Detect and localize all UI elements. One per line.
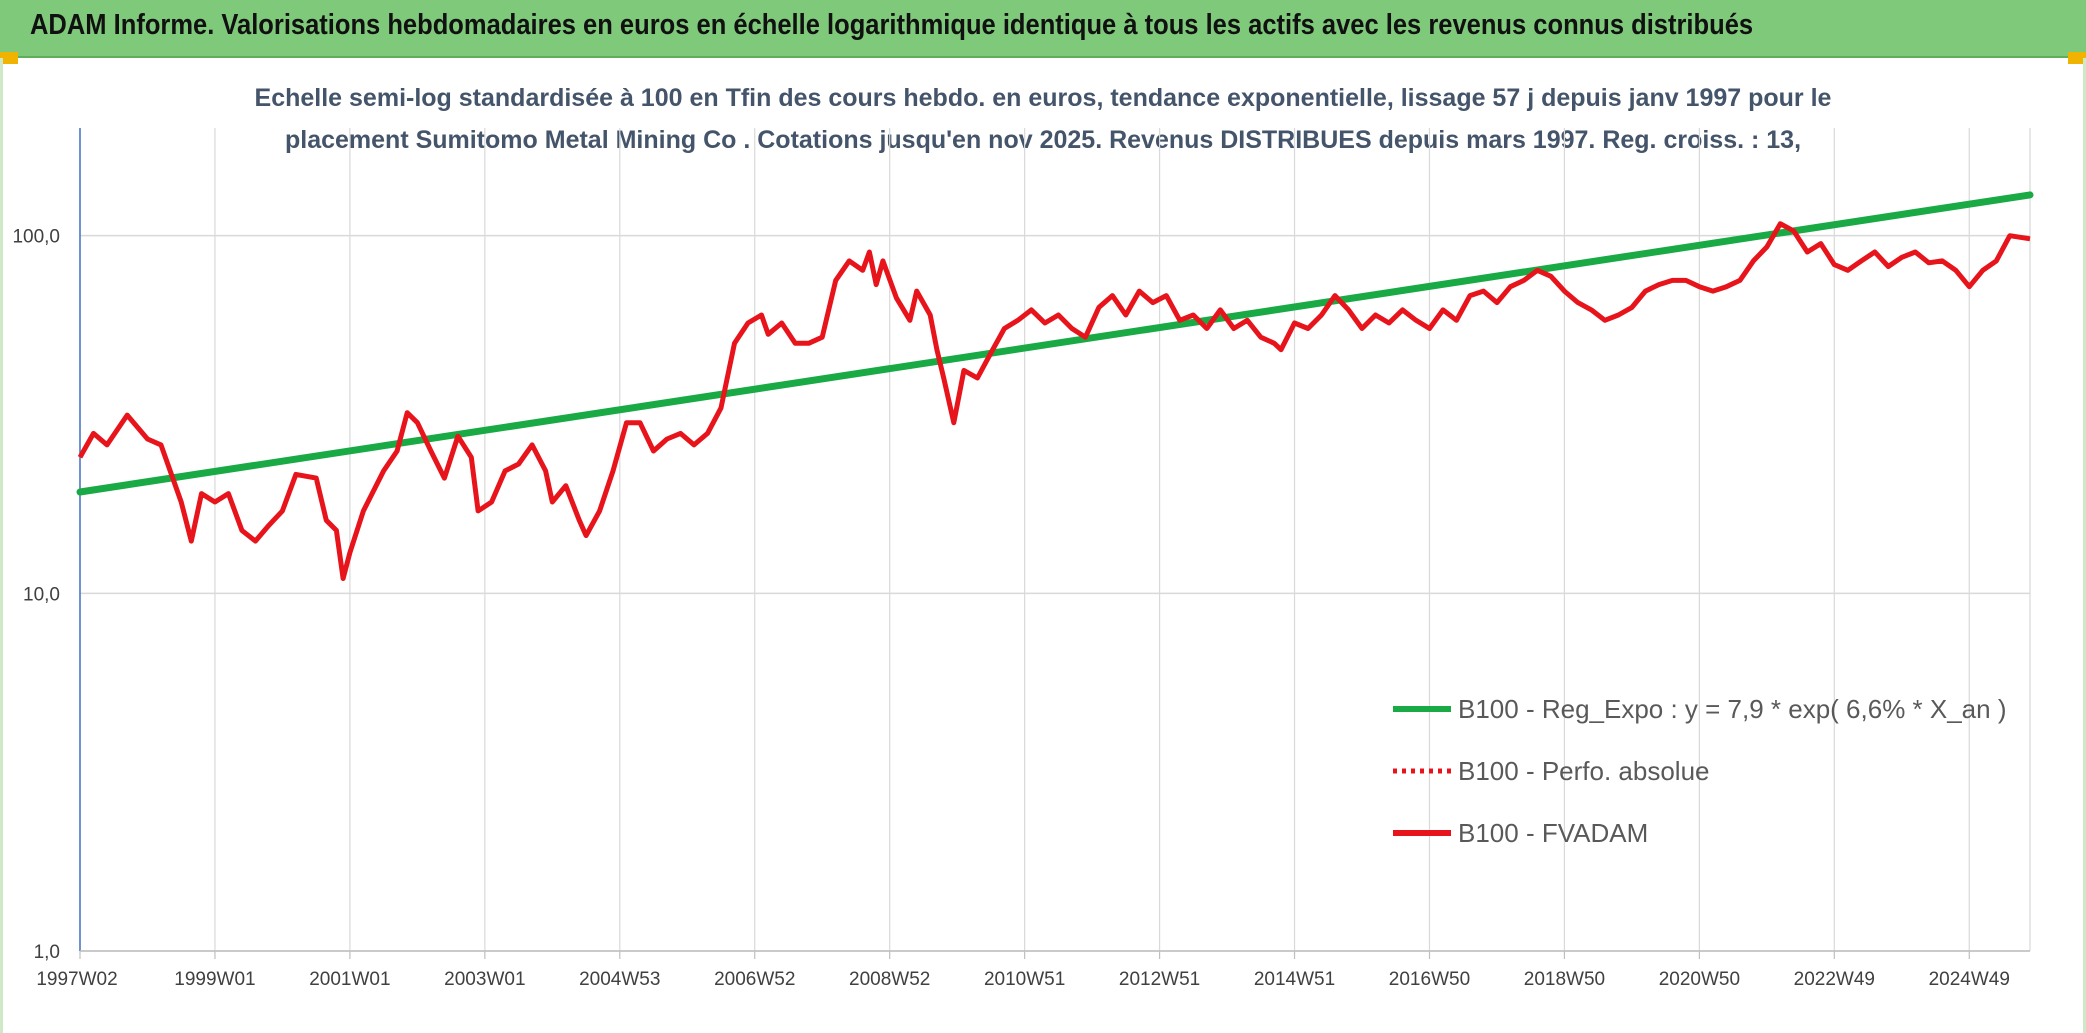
y-tick-label: 10,0 bbox=[23, 584, 60, 605]
x-tick-label: 2012W51 bbox=[1119, 969, 1200, 990]
legend-label-regression: B100 - Reg_Expo : y = 7,9 * exp( 6,6% * … bbox=[1458, 694, 2007, 724]
x-tick-label: 2024W49 bbox=[1929, 969, 2010, 990]
x-tick-label: 2020W50 bbox=[1659, 969, 1740, 990]
series-line-fvadam bbox=[77, 221, 2031, 581]
corner-marker-left bbox=[0, 52, 18, 64]
axes bbox=[79, 128, 2030, 959]
x-tick-label: 2010W51 bbox=[984, 969, 1065, 990]
legend-label-fvadam: B100 - FVADAM bbox=[1458, 818, 1648, 848]
chart-frame: Echelle semi-log standardisée à 100 en T… bbox=[0, 58, 2086, 1033]
page-title: ADAM Informe. Valorisations hebdomadaire… bbox=[30, 9, 1754, 41]
x-tick-label: 2016W50 bbox=[1389, 969, 1470, 990]
x-tick-label: 2014W51 bbox=[1254, 969, 1335, 990]
chart-subtitle-line-1: Echelle semi-log standardisée à 100 en T… bbox=[255, 84, 1832, 112]
series-line-regression bbox=[76, 191, 2034, 496]
legend: B100 - Reg_Expo : y = 7,9 * exp( 6,6% * … bbox=[1393, 694, 2007, 848]
x-tick-label: 1997W02 bbox=[36, 969, 117, 990]
corner-marker-right bbox=[2068, 52, 2086, 64]
x-tick-label: 2004W53 bbox=[579, 969, 660, 990]
chart-subtitle-line-2: placement Sumitomo Metal Mining Co . Cot… bbox=[285, 126, 1801, 154]
x-tick-label: 2022W49 bbox=[1794, 969, 1875, 990]
gridlines bbox=[79, 128, 2031, 952]
series-lines bbox=[76, 191, 2034, 581]
x-tick-label: 2003W01 bbox=[444, 969, 525, 990]
x-tick-label: 2018W50 bbox=[1524, 969, 1605, 990]
x-tick-label: 2006W52 bbox=[714, 969, 795, 990]
legend-label-perfo: B100 - Perfo. absolue bbox=[1458, 756, 1710, 786]
x-tick-label: 2008W52 bbox=[849, 969, 930, 990]
chart: Echelle semi-log standardisée à 100 en T… bbox=[12, 84, 2034, 990]
header-bar: ADAM Informe. Valorisations hebdomadaire… bbox=[0, 0, 2086, 58]
x-axis-ticks: 1997W02 1999W01 2001W01 2003W01 2004W53 2006W… bbox=[36, 969, 2010, 990]
y-tick-label: 100,0 bbox=[12, 227, 60, 248]
x-tick-label: 1999W01 bbox=[174, 969, 255, 990]
y-axis-ticks: 1,0 10,0 100,0 bbox=[12, 227, 60, 963]
x-tick-label: 2001W01 bbox=[309, 969, 390, 990]
y-tick-label: 1,0 bbox=[34, 942, 60, 963]
